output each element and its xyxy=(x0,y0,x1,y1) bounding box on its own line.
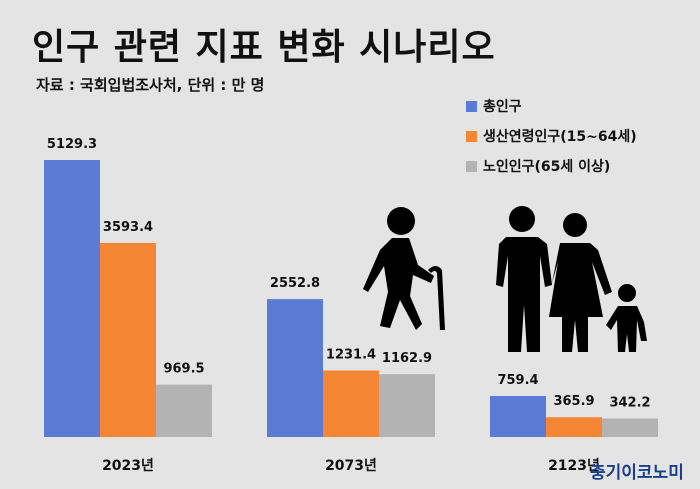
category-label-1: 2023년 xyxy=(102,458,154,474)
chart-title: 인구 관련 지표 변화 시나리오 xyxy=(32,27,496,68)
legend-label-total: 총인구 xyxy=(483,99,522,115)
category-label-3: 2123년 xyxy=(548,458,600,474)
legend-swatch-total xyxy=(466,100,477,112)
bars-group xyxy=(44,160,658,437)
bar-working-3 xyxy=(546,417,602,437)
legend-label-working: 생산연령인구(15~64세) xyxy=(483,129,637,145)
brand-logo: 충기이코노미 xyxy=(590,463,684,483)
legend-swatch-working xyxy=(466,130,477,142)
value-label-elderly-2: 1162.9 xyxy=(382,351,432,366)
value-labels-group: 5129.3 3593.4 969.5 2552.8 1231.4 1162.9 759.4… xyxy=(47,137,651,411)
legend-label-elderly: 노인인구(65세 이상) xyxy=(483,159,611,175)
value-label-total-3: 759.4 xyxy=(497,373,538,388)
value-label-total-2: 2552.8 xyxy=(270,276,320,291)
legend-item-elderly: 노인인구(65세 이상) xyxy=(466,156,637,176)
value-label-working-1: 3593.4 xyxy=(103,220,153,235)
bar-total-3 xyxy=(490,395,546,437)
bar-working-1 xyxy=(100,242,156,437)
source-note: 자료 : 국회입법조사처, 단위 : 만 명 xyxy=(36,76,265,94)
bar-total-1 xyxy=(44,160,100,437)
legend-item-working: 생산연령인구(15~64세) xyxy=(466,126,637,146)
bar-total-2 xyxy=(267,299,323,437)
bar-elderly-2 xyxy=(379,374,435,437)
value-label-working-2: 1231.4 xyxy=(326,348,376,363)
bar-working-2 xyxy=(323,370,379,437)
legend-swatch-elderly xyxy=(466,160,477,172)
bar-elderly-3 xyxy=(602,418,658,437)
value-label-working-3: 365.9 xyxy=(553,394,594,409)
value-label-total-1: 5129.3 xyxy=(47,137,97,152)
value-label-elderly-3: 342.2 xyxy=(609,396,650,411)
legend-item-total: 총인구 xyxy=(466,96,637,116)
value-label-elderly-1: 969.5 xyxy=(163,362,204,377)
category-label-2: 2073년 xyxy=(325,458,377,474)
legend: 총인구 생산연령인구(15~64세) 노인인구(65세 이상) xyxy=(466,96,637,176)
bar-elderly-1 xyxy=(156,384,212,437)
family-icon xyxy=(496,206,647,352)
category-labels-group: 2023년 2073년 2123년 xyxy=(102,458,600,474)
elderly-person-with-cane-icon xyxy=(363,207,445,330)
